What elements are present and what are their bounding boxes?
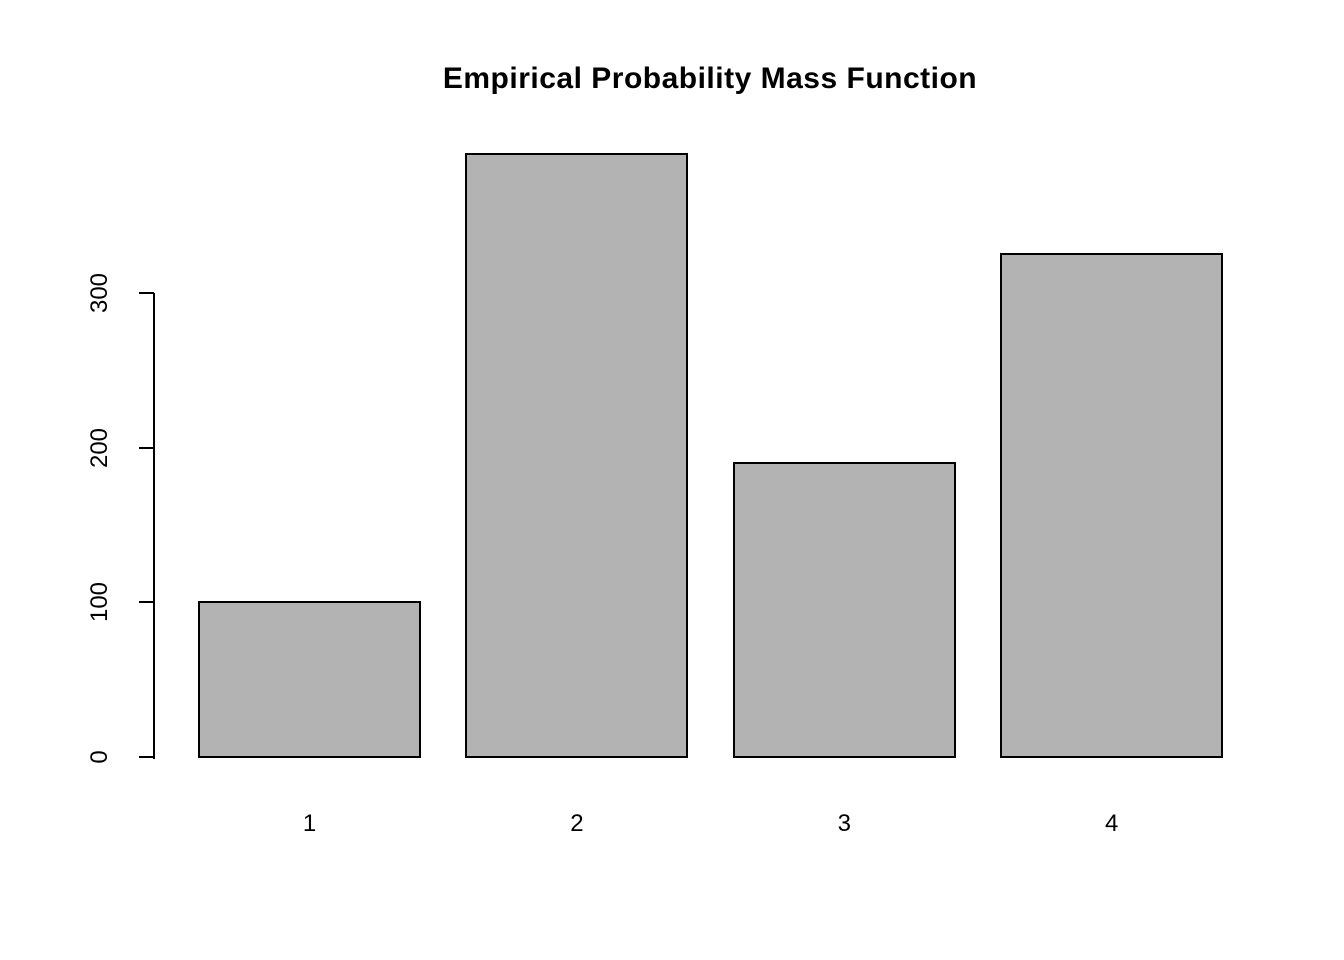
x-axis-tick-label: 2 — [570, 810, 584, 837]
bar-category-3 — [732, 462, 956, 758]
x-axis-tick-label: 4 — [1105, 810, 1119, 837]
bar-category-2 — [465, 152, 689, 758]
y-axis-tick-label: 100 — [86, 582, 113, 623]
y-axis-tick — [139, 446, 154, 449]
bar-category-4 — [1000, 253, 1224, 758]
chart-title: Empirical Probability Mass Function — [442, 62, 978, 95]
y-axis-line — [153, 293, 155, 759]
y-axis-tick — [139, 756, 154, 758]
y-axis-tick-label: 300 — [86, 272, 113, 314]
x-axis-tick-label: 3 — [837, 810, 851, 837]
bar-category-1 — [198, 601, 421, 758]
x-axis-tick-label: 1 — [302, 810, 317, 837]
y-axis-tick-label: 200 — [86, 427, 113, 468]
y-axis-tick — [139, 292, 154, 294]
y-axis-tick — [139, 601, 154, 604]
y-axis-tick-label: 0 — [86, 750, 113, 764]
